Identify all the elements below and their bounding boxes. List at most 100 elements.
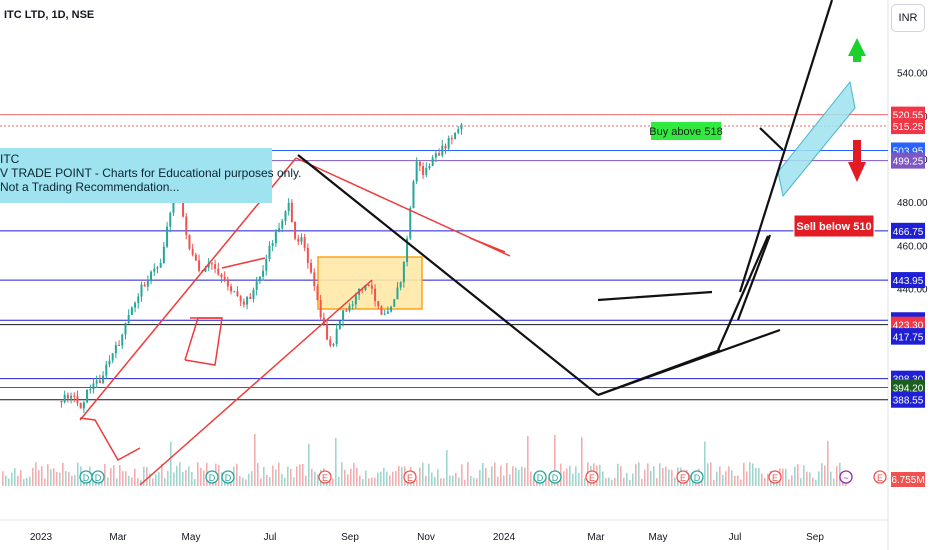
candle-body — [198, 260, 201, 271]
event-marker-icon — [873, 470, 887, 484]
candle-body — [434, 153, 437, 158]
x-tick-label: Jul — [729, 532, 742, 543]
candle-body — [450, 138, 453, 140]
candle-body — [73, 395, 76, 397]
candle-body — [156, 267, 159, 269]
volume-bar — [572, 473, 574, 486]
volume-bar — [452, 475, 454, 486]
volume-bar — [725, 471, 727, 486]
volume-bar — [515, 467, 517, 486]
y-tick-label: 460.00 — [897, 241, 928, 252]
candle-body — [326, 324, 329, 340]
volume-bar — [611, 479, 613, 486]
candle-body — [233, 291, 236, 293]
volume-bar — [656, 478, 658, 486]
event-marker-label: E — [407, 473, 413, 483]
info-line-1: ITC — [0, 152, 20, 166]
currency-button[interactable]: INR — [891, 4, 925, 32]
candle-body — [425, 168, 428, 175]
volume-bar — [599, 464, 601, 486]
volume-bar — [485, 468, 487, 486]
up-arrow-icon — [848, 38, 866, 62]
volume-bar — [194, 479, 196, 486]
event-marker-icon — [768, 470, 782, 484]
candle-body — [95, 380, 98, 384]
x-tick-label: Nov — [417, 532, 435, 543]
candle-body — [428, 165, 431, 169]
candle-body — [207, 263, 210, 268]
volume-bar — [479, 469, 481, 486]
candle-body — [185, 216, 188, 235]
volume-bar — [65, 471, 67, 486]
event-marker-icon — [676, 470, 690, 484]
candle-body — [364, 285, 367, 290]
candle-body — [287, 202, 290, 212]
volume-bar — [356, 467, 358, 486]
volume-bar — [188, 466, 190, 486]
volume-bar — [620, 466, 622, 486]
event-marker-label: D — [537, 473, 544, 483]
candle-body — [454, 132, 457, 140]
event-marker-label: D — [225, 473, 232, 483]
candle-body — [130, 307, 133, 315]
candle-body — [351, 304, 354, 306]
candle-body — [70, 395, 73, 399]
volume-bar — [176, 465, 178, 486]
volume-bar — [371, 477, 373, 486]
price-label: 520.55 — [893, 111, 924, 122]
price-label-bg — [891, 118, 925, 135]
candle-body — [79, 402, 82, 409]
price-label: 466.75 — [893, 227, 924, 238]
volume-bar — [518, 469, 520, 486]
volume-bar — [527, 435, 529, 486]
x-tick-label: Sep — [806, 532, 824, 543]
volume-bar — [125, 471, 127, 486]
volume-bar — [794, 466, 796, 486]
volume-bar — [137, 478, 139, 486]
volume-bar — [152, 478, 154, 486]
volume-bar — [329, 479, 331, 486]
candle-body — [306, 247, 309, 263]
volume-bar — [803, 465, 805, 486]
volume-bar — [467, 462, 469, 486]
volume-bar — [530, 471, 532, 486]
event-marker-icon — [205, 470, 219, 484]
candle-body — [60, 400, 63, 403]
volume-bar — [815, 479, 817, 486]
info-box: ITC V TRADE POINT - Charts for Education… — [0, 148, 301, 203]
price-label: 388.55 — [893, 396, 924, 407]
volume-bar — [149, 473, 151, 486]
candle-body — [300, 237, 303, 242]
volume-bar — [119, 465, 121, 486]
volume-bar — [365, 470, 367, 486]
volume-bar — [17, 475, 19, 486]
candle-body — [239, 296, 242, 302]
info-line-3: Not a Trading Recommendation... — [0, 180, 180, 194]
candle-body — [316, 286, 319, 301]
candle-body — [102, 375, 105, 383]
volume-bar — [107, 477, 109, 486]
price-label: 417.75 — [893, 333, 924, 344]
volume-bar — [482, 462, 484, 486]
volume-label-bg — [891, 472, 925, 487]
volume-bar — [608, 477, 610, 486]
volume-bar — [131, 477, 133, 486]
candle-body — [441, 145, 444, 156]
volume-bar — [248, 473, 250, 486]
volume-bar — [809, 472, 811, 486]
volume-bar — [293, 477, 295, 486]
volume-bar — [122, 471, 124, 486]
volume-bar — [710, 462, 712, 486]
volume-bar — [428, 463, 430, 486]
volume-bar — [674, 477, 676, 486]
event-marker-label: D — [694, 473, 701, 483]
volume-bar — [266, 475, 268, 486]
volume-bar — [434, 476, 436, 486]
y-tick-label: 440.00 — [897, 285, 928, 296]
volume-bar — [788, 479, 790, 486]
volume-bar — [629, 479, 631, 486]
volume-bar — [473, 477, 475, 486]
candle-body — [431, 157, 434, 166]
candle-body — [290, 202, 293, 222]
